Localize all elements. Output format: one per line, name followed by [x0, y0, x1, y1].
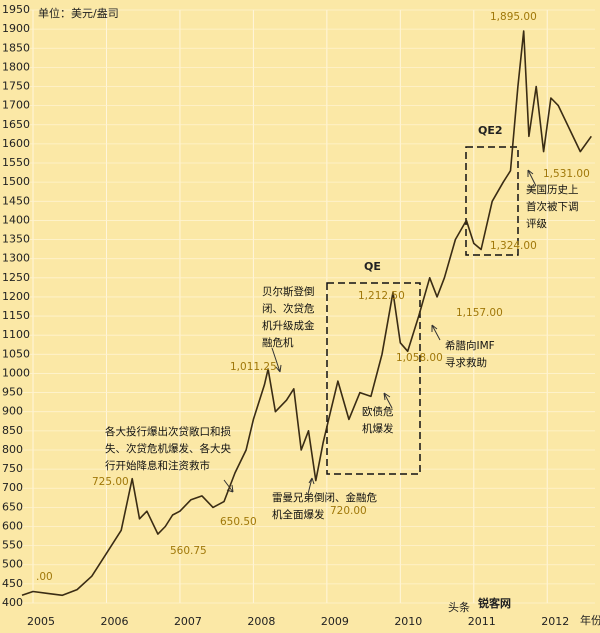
y-tick-label: 500 [2, 558, 23, 571]
y-tick-label: 1750 [2, 80, 30, 93]
note-text: 首次被下调 [526, 200, 579, 213]
x-axis-label: 年份 [580, 613, 600, 627]
note-text: 评级 [526, 218, 547, 230]
watermark: 头条 [448, 600, 470, 614]
y-tick-label: 1500 [2, 175, 30, 188]
x-tick-label: 2005 [27, 615, 55, 628]
note-text: 失、次贷危机爆发、各大央 [105, 442, 231, 455]
y-tick-label: 850 [2, 424, 23, 437]
y-tick-label: 1050 [2, 347, 30, 360]
y-tick-label: 1650 [2, 118, 30, 131]
y-tick-label: 1400 [2, 213, 30, 226]
note-text: 美国历史上 [526, 183, 579, 196]
y-tick-label: 1200 [2, 290, 30, 303]
y-tick-label: 1850 [2, 41, 30, 54]
x-tick-label: 2011 [468, 615, 496, 628]
unit-label: 单位：美元/盎司 [38, 6, 119, 20]
y-tick-label: 1950 [2, 3, 30, 16]
note-text: 雷曼兄弟倒闭、金融危 [272, 491, 377, 504]
y-tick-label: 700 [2, 481, 23, 494]
note-text: 欧债危 [362, 405, 394, 418]
y-tick-label: 950 [2, 386, 23, 399]
price-label: 1,531.00 [543, 168, 590, 180]
y-tick-label: 1350 [2, 233, 30, 246]
note-text: 希腊向IMF [445, 339, 495, 352]
x-tick-label: 2009 [321, 615, 349, 628]
qe-label: QE [364, 260, 381, 273]
qe2-box [465, 146, 519, 256]
watermark: 锐客网 [478, 596, 511, 610]
y-tick-label: 1450 [2, 194, 30, 207]
price-label: 1,895.00 [490, 11, 537, 23]
y-tick-label: 550 [2, 539, 23, 552]
y-tick-label: 600 [2, 519, 23, 532]
price-label: 1,011.25 [230, 361, 277, 373]
y-tick-label: 1250 [2, 271, 30, 284]
note-text: 机全面爆发 [272, 508, 325, 521]
y-tick-label: 1900 [2, 22, 30, 35]
note-text: 行开始降息和注资救市 [105, 459, 210, 472]
price-label: 720.00 [330, 505, 367, 517]
note-text: 各大投行爆出次贷敞口和损 [105, 425, 231, 438]
price-label: 1,058.00 [396, 352, 443, 364]
y-tick-label: 1300 [2, 252, 30, 265]
note-text: 寻求救助 [445, 356, 487, 369]
y-tick-label: 1700 [2, 99, 30, 112]
x-tick-label: 2012 [541, 615, 569, 628]
y-tick-label: 1800 [2, 60, 30, 73]
overlay: 400 450 500 550 600 650 700 750 800 850 900 950 1000… [2, 3, 600, 628]
note-text: 机爆发 [362, 422, 394, 435]
x-tick-label: 2010 [394, 615, 422, 628]
y-tick-label: 1000 [2, 366, 30, 379]
x-tick-label: 2008 [247, 615, 275, 628]
y-tick-label: 1600 [2, 137, 30, 150]
note-text: 机升级成金 [262, 319, 315, 332]
y-tick-label: 900 [2, 405, 23, 418]
note-text: 贝尔斯登倒 [262, 285, 315, 298]
price-line [21, 30, 592, 597]
price-label: 725.00 [92, 476, 129, 488]
price-label: .00 [36, 571, 53, 583]
x-tick-label: 2007 [174, 615, 202, 628]
y-tick-label: 1150 [2, 309, 30, 322]
price-label: 1,212.50 [358, 290, 405, 302]
qe-box [326, 282, 421, 475]
qe-label: QE2 [478, 124, 503, 137]
y-tick-label: 650 [2, 500, 23, 513]
price-label: 1,324.00 [490, 240, 537, 252]
price-label: 560.75 [170, 545, 207, 557]
y-tick-label: 450 [2, 577, 23, 590]
y-tick-label: 400 [2, 596, 23, 609]
note-text: 闭、次贷危 [262, 302, 315, 315]
price-label: 650.50 [220, 516, 257, 528]
price-label: 1,157.00 [456, 307, 503, 319]
y-tick-label: 1100 [2, 328, 30, 341]
y-tick-label: 750 [2, 462, 23, 475]
x-tick-label: 2006 [100, 615, 128, 628]
y-tick-label: 800 [2, 443, 23, 456]
y-tick-label: 1550 [2, 156, 30, 169]
note-text: 融危机 [262, 336, 294, 349]
